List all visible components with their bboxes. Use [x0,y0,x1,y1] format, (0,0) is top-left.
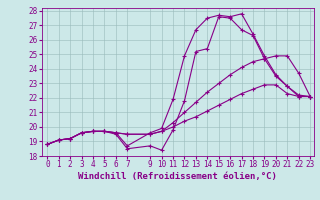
X-axis label: Windchill (Refroidissement éolien,°C): Windchill (Refroidissement éolien,°C) [78,172,277,181]
